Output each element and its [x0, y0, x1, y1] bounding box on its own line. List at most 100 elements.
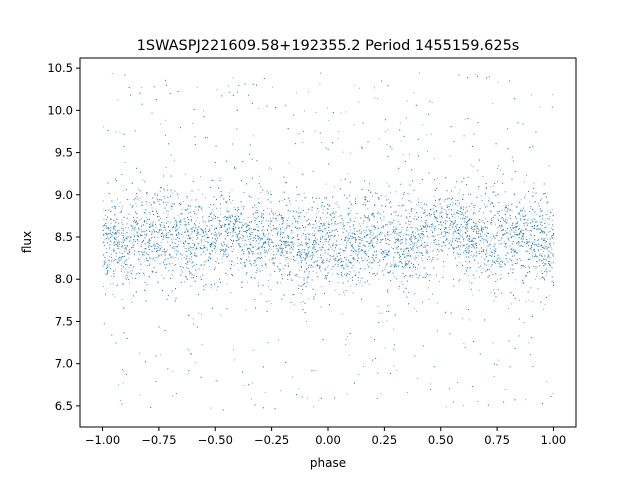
data-point [149, 263, 151, 265]
data-point [430, 246, 432, 248]
data-point [406, 259, 408, 261]
data-point [452, 223, 454, 225]
data-point [449, 220, 451, 222]
data-point [504, 209, 506, 211]
data-point [223, 251, 225, 253]
data-point [121, 244, 123, 246]
data-point [143, 260, 145, 262]
data-point [491, 263, 493, 265]
data-point [295, 222, 297, 224]
data-point [289, 252, 291, 253]
data-point [316, 264, 318, 266]
data-point [104, 239, 106, 241]
data-point [112, 251, 114, 253]
data-point [123, 233, 125, 234]
data-point [110, 223, 112, 225]
data-point [362, 245, 364, 247]
data-point [211, 287, 212, 289]
data-point [230, 292, 232, 294]
data-point [306, 278, 308, 280]
data-point [248, 239, 250, 240]
data-point [117, 198, 119, 200]
data-point [485, 271, 486, 273]
data-point [194, 249, 196, 251]
data-point [188, 350, 190, 352]
data-point [418, 198, 420, 200]
data-point [426, 134, 428, 136]
data-point [553, 283, 555, 285]
data-point [140, 244, 142, 246]
data-point [212, 217, 214, 219]
data-point [183, 281, 185, 283]
data-point [306, 397, 308, 399]
data-point [549, 257, 551, 259]
data-point [497, 81, 499, 83]
data-point [377, 211, 379, 213]
data-point [240, 222, 242, 224]
data-point [190, 285, 192, 287]
data-point [280, 253, 282, 255]
data-point [195, 246, 197, 248]
data-point [467, 252, 469, 254]
data-point [490, 186, 492, 188]
data-point [530, 225, 532, 227]
data-point [341, 248, 343, 250]
data-point [298, 216, 299, 217]
data-point [547, 238, 548, 240]
data-point [528, 342, 530, 344]
data-point [389, 262, 391, 264]
data-point [282, 268, 284, 270]
data-point [322, 247, 324, 249]
data-point [469, 267, 471, 269]
data-point [433, 158, 435, 160]
data-point [237, 233, 239, 235]
data-point [183, 246, 185, 248]
data-point [250, 228, 252, 230]
data-point [133, 244, 135, 246]
data-point [232, 77, 234, 79]
data-point [220, 220, 222, 222]
data-point [288, 225, 290, 227]
data-point [408, 253, 410, 255]
data-point [518, 237, 519, 239]
data-point [436, 234, 438, 236]
data-point [430, 229, 432, 231]
data-point [386, 144, 388, 145]
data-point [486, 251, 488, 253]
data-point [250, 242, 252, 244]
data-point [365, 240, 367, 242]
data-point [519, 299, 520, 301]
data-point [528, 241, 530, 243]
data-point [521, 229, 522, 231]
data-point [307, 256, 309, 258]
data-point [332, 217, 334, 219]
data-point [342, 224, 344, 226]
data-point [151, 207, 153, 209]
data-point [285, 250, 287, 252]
data-point [208, 219, 210, 221]
data-point [414, 259, 416, 261]
data-point [455, 231, 457, 233]
data-point [535, 243, 537, 245]
data-point [192, 249, 194, 251]
data-point [159, 191, 161, 193]
data-point [121, 284, 123, 286]
data-point [406, 392, 408, 393]
data-point [323, 209, 324, 211]
data-point [365, 235, 367, 237]
data-point [212, 242, 214, 244]
data-point [501, 266, 503, 267]
data-point [436, 177, 438, 179]
data-point [150, 258, 152, 259]
data-point [532, 192, 534, 194]
data-point [337, 282, 339, 283]
data-point [434, 229, 436, 231]
data-point [330, 238, 332, 240]
data-point [519, 257, 521, 259]
data-point [393, 237, 395, 239]
data-point [260, 192, 262, 194]
data-point [204, 253, 206, 255]
data-point [526, 175, 527, 176]
data-point [418, 245, 420, 247]
data-point [105, 228, 107, 230]
